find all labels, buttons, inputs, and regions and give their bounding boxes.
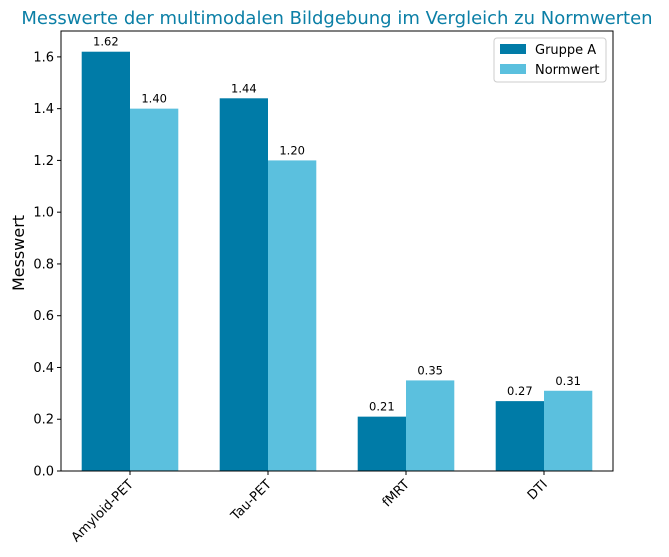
plot-area: 1.62 1.40 Amyloid-PET 1.44 1.20 Tau-PET 0.21 0.… xyxy=(33,30,614,545)
y-tick-label: 0.0 xyxy=(33,465,54,480)
bar-label-normwert-fmrt: 0.35 xyxy=(417,363,443,377)
y-tick-label: 0.4 xyxy=(33,361,54,376)
y-tick-label: 0.6 xyxy=(33,309,54,324)
y-tick-label: 1.0 xyxy=(33,206,54,221)
legend-swatch-normwert xyxy=(500,64,526,74)
y-tick-label: 0.2 xyxy=(33,413,54,428)
bar-normwert-amyloid-pet xyxy=(130,108,179,471)
bar-label-normwert-dti: 0.31 xyxy=(555,374,581,388)
chart-title: Messwerte der multimodalen Bildgebung im… xyxy=(21,8,652,29)
legend: Gruppe A Normwert xyxy=(493,37,607,83)
bar-gruppe-a-tau-pet xyxy=(219,98,268,471)
legend-swatch-gruppe-a xyxy=(500,44,526,54)
bar-label-normwert-amyloid-pet: 1.40 xyxy=(141,92,167,106)
x-tick-label-dti: DTI xyxy=(525,477,551,503)
bar-label-gruppe-a-tau-pet: 1.44 xyxy=(231,81,257,95)
y-tick-label: 1.2 xyxy=(33,154,54,169)
x-tick-label-tau-pet: Tau-PET xyxy=(228,477,275,524)
y-tick-label: 1.4 xyxy=(33,102,54,117)
plot-frame xyxy=(60,30,614,472)
x-tick-label-amyloid-pet: Amyloid-PET xyxy=(69,477,137,545)
bar-label-gruppe-a-amyloid-pet: 1.62 xyxy=(93,35,119,49)
y-axis-title: Messwert xyxy=(9,215,28,291)
bar-label-gruppe-a-fmrt: 0.21 xyxy=(369,400,395,414)
legend-label-gruppe-a: Gruppe A xyxy=(535,43,596,58)
bar-normwert-tau-pet xyxy=(268,160,317,472)
bar-label-gruppe-a-dti: 0.27 xyxy=(507,384,533,398)
bar-gruppe-a-fmrt xyxy=(357,416,406,471)
y-tick-label: 0.8 xyxy=(33,257,54,272)
bar-normwert-dti xyxy=(544,390,593,471)
x-tick-label-fmrt: fMRT xyxy=(380,477,413,510)
bar-gruppe-a-dti xyxy=(495,401,544,471)
bar-normwert-fmrt xyxy=(406,380,455,471)
legend-label-normwert: Normwert xyxy=(535,63,600,78)
bar-label-normwert-tau-pet: 1.20 xyxy=(279,143,305,157)
bar-gruppe-a-amyloid-pet xyxy=(81,51,130,472)
y-tick-label: 1.6 xyxy=(33,50,54,65)
